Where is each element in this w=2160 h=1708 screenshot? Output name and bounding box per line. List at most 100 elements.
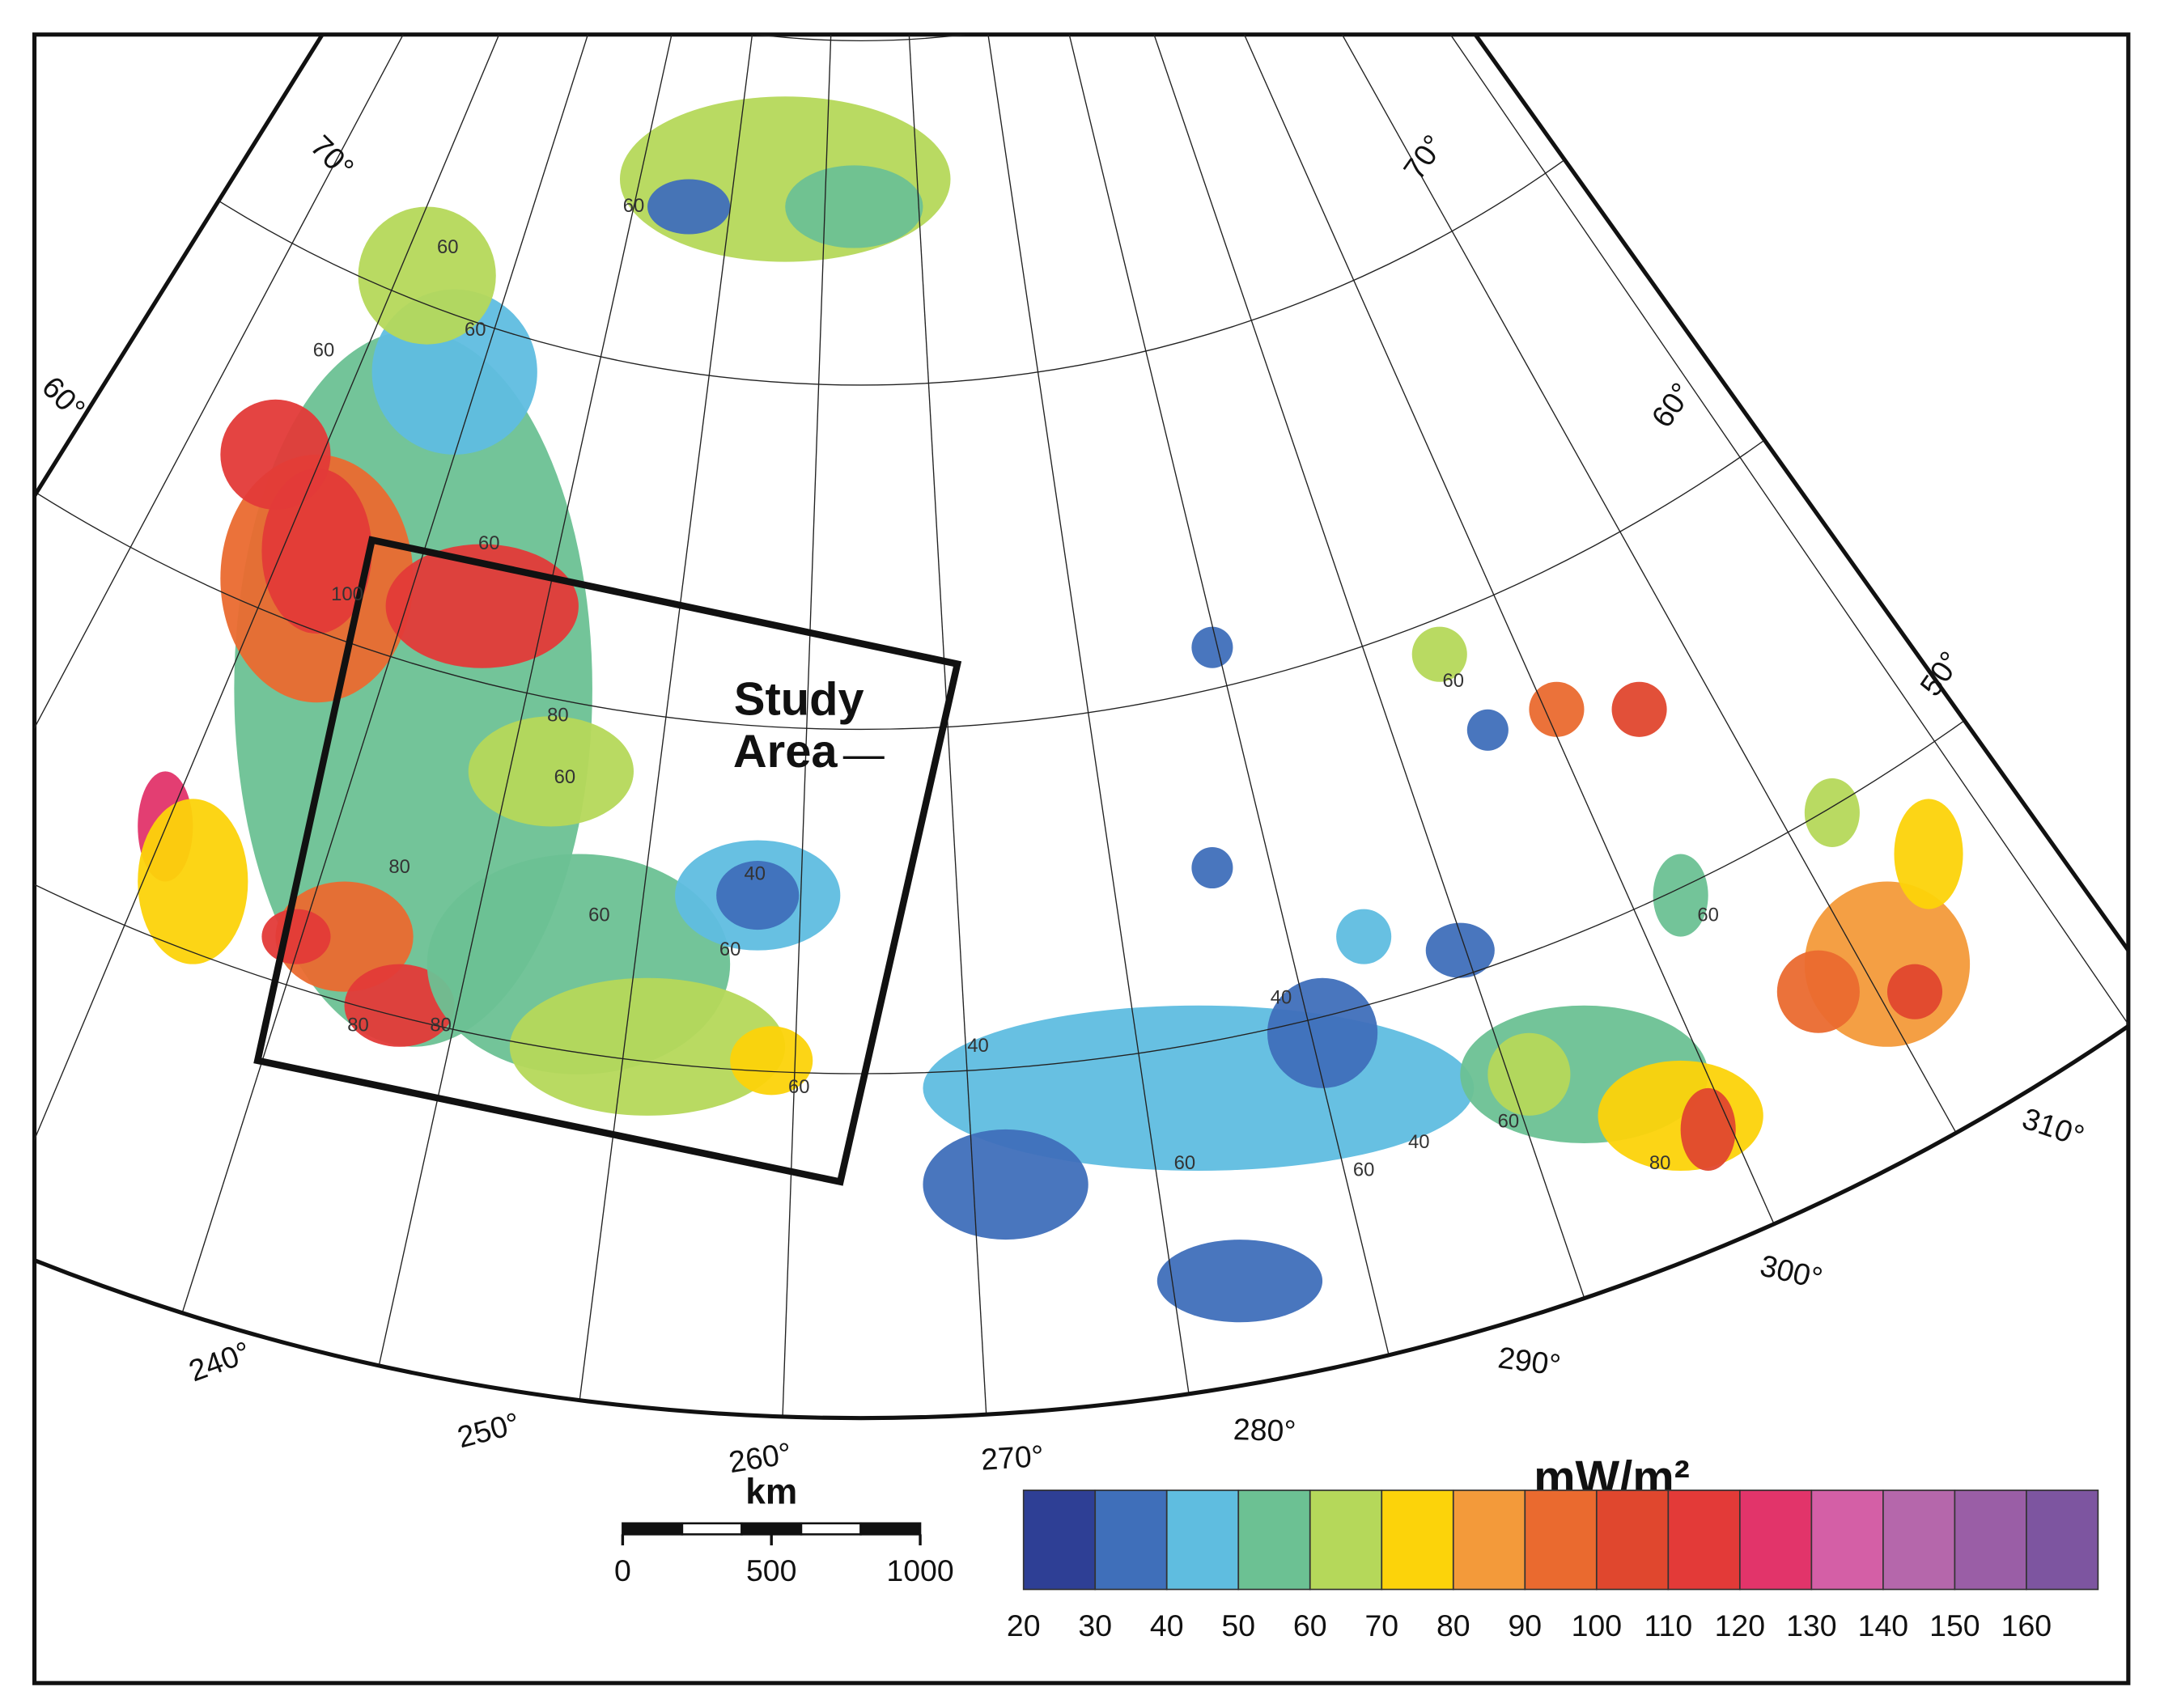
legend-tick-label: 110 [1644, 1608, 1692, 1642]
contour-label: 40 [967, 1035, 989, 1057]
heat-flow-patch [647, 179, 731, 235]
contour-label: 60 [1174, 1152, 1196, 1174]
meridian [860, 34, 1477, 1418]
heat-flow-patch [509, 977, 786, 1116]
contour-label: 40 [1408, 1131, 1430, 1153]
legend-tick-label: 40 [1150, 1608, 1184, 1642]
legend-swatch [1381, 1490, 1454, 1591]
contour-label: 60 [719, 939, 741, 960]
heat-flow-patch [1267, 977, 1378, 1088]
meridian [860, 34, 2128, 1333]
legend-swatch [1094, 1490, 1168, 1591]
contour-label: 60 [313, 340, 335, 362]
scale-segment [622, 1522, 684, 1536]
contour-label: 100 [331, 583, 363, 605]
legend-tick-label: 30 [1078, 1608, 1112, 1642]
contour-label: 60 [623, 195, 645, 217]
scale-segment [741, 1522, 803, 1536]
parallel [34, 34, 1729, 42]
legend-swatch [1309, 1490, 1383, 1591]
legend-swatch [1524, 1490, 1598, 1591]
legend-tick-label: 130 [1786, 1608, 1836, 1642]
meridian [69, 34, 862, 1418]
heat-flow-patch [1191, 846, 1233, 889]
legend-tick-label: 100 [1572, 1608, 1622, 1642]
contour-label: 60 [1498, 1111, 1520, 1133]
contour-label: 80 [388, 856, 410, 878]
contour-label: 80 [1649, 1152, 1671, 1174]
heat-flow-patch [344, 964, 455, 1047]
heat-flow-patch [785, 165, 923, 248]
heat-flow-patch [1680, 1087, 1736, 1171]
legend-swatch [1954, 1490, 2027, 1591]
heat-flow-patch [730, 1026, 813, 1096]
scale-segment [859, 1522, 922, 1536]
longitude-label: 280° [1233, 1412, 1296, 1448]
legend-tick-label: 140 [1858, 1608, 1908, 1642]
scale-label: 500 [746, 1553, 796, 1587]
contour-label: 40 [1271, 987, 1292, 1009]
heat-flow-patch [1487, 1032, 1571, 1116]
heat-flow-patch [1425, 922, 1495, 978]
heat-flow-patch [220, 399, 331, 510]
heat-flow-patch [1529, 681, 1585, 737]
heat-flow-patch [138, 799, 248, 964]
scale-segment [800, 1522, 862, 1536]
meridian [860, 34, 1926, 1418]
meridian [860, 34, 1244, 1418]
meridian [34, 34, 862, 1418]
contour-label: 40 [745, 862, 766, 884]
heat-flow-patch [261, 909, 331, 964]
heat-flow-patch [1191, 626, 1233, 668]
contour-label: 60 [554, 766, 576, 788]
contour-label: 60 [788, 1076, 810, 1098]
longitude-label: 270° [980, 1439, 1045, 1477]
meridian [298, 34, 862, 1418]
heat-flow-patch [1598, 1060, 1763, 1171]
heat-flow-patch [923, 1129, 1088, 1240]
contour-label: 60 [478, 532, 500, 554]
parallel [34, 34, 2128, 731]
legend-swatch [1882, 1490, 1956, 1591]
annotation: Area [733, 726, 838, 778]
contour-label: 60 [588, 904, 610, 926]
heat-flow-patch [1776, 950, 1860, 1033]
legend-swatch [1810, 1490, 1884, 1591]
heat-flow-patch [468, 716, 634, 827]
heat-flow-patch [1466, 709, 1509, 751]
heat-flow-patch [1894, 799, 1963, 909]
meridian [860, 34, 1008, 1418]
meridian [532, 34, 862, 1418]
legend-swatch [1595, 1490, 1670, 1591]
annotation: Study [734, 674, 864, 726]
heat-flow-patch [1804, 778, 1860, 847]
contour-label: 60 [465, 319, 486, 341]
legend-swatch [1452, 1490, 1526, 1591]
legend-swatch [1022, 1490, 1097, 1591]
scale-unit: km [745, 1473, 797, 1512]
heat-flow-patch [1653, 854, 1708, 937]
legend-tick-label: 160 [2001, 1608, 2052, 1642]
scale-label: 0 [614, 1553, 631, 1587]
legend-swatch [1667, 1490, 1741, 1591]
heat-flow-patch [1336, 909, 1392, 964]
legend-tick-label: 70 [1364, 1608, 1398, 1642]
heat-flow-patch [261, 468, 372, 634]
study-area-box [253, 536, 962, 1186]
parallel [34, 34, 2073, 386]
scale-segment [681, 1522, 743, 1536]
legend-tick-label: 60 [1293, 1608, 1327, 1642]
contour-label: 60 [1697, 904, 1719, 926]
legend-swatch [1165, 1490, 1240, 1591]
heat-flow-patch [1611, 681, 1667, 737]
contour-label: 60 [1353, 1159, 1375, 1180]
contour-label: 60 [437, 236, 459, 258]
heat-flow-patch [716, 861, 800, 930]
parallel [34, 34, 2128, 1074]
contour-label: 80 [347, 1015, 369, 1036]
heat-flow-patch [1886, 964, 1943, 1019]
meridian [769, 34, 862, 1418]
heat-flow-patch [1411, 626, 1467, 682]
